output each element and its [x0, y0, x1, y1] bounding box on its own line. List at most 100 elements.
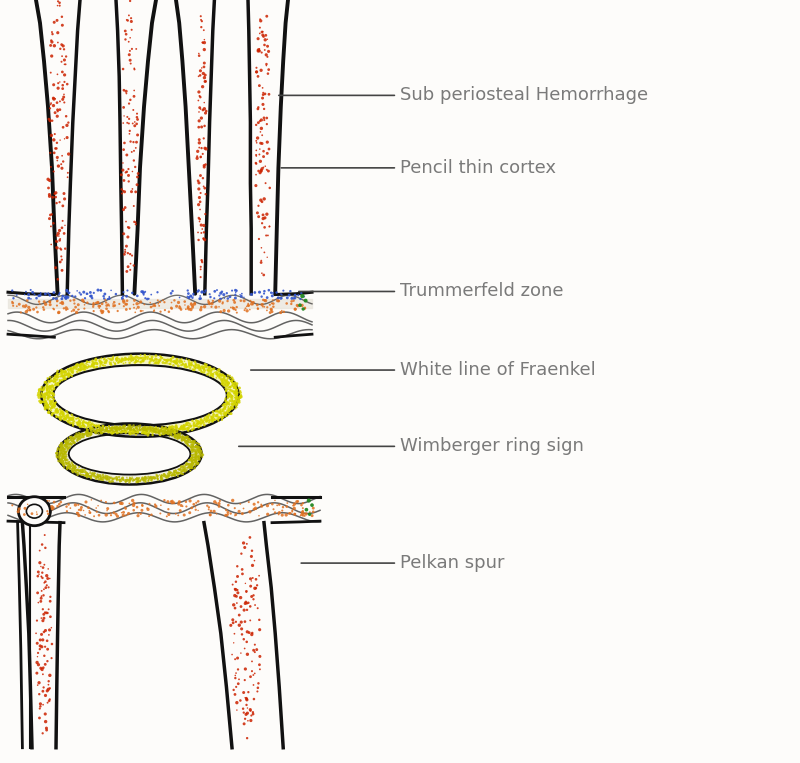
Point	[35, 628, 48, 640]
Point	[192, 421, 205, 433]
Point	[71, 463, 84, 475]
Point	[262, 230, 274, 242]
Point	[70, 464, 83, 476]
Point	[184, 465, 197, 477]
Point	[70, 427, 83, 439]
Point	[78, 428, 90, 440]
Point	[154, 429, 166, 441]
Point	[40, 722, 53, 734]
Point	[263, 182, 276, 194]
Point	[139, 292, 152, 304]
Point	[119, 425, 132, 437]
Point	[137, 285, 150, 298]
Point	[87, 468, 100, 481]
Point	[288, 502, 301, 514]
Point	[166, 302, 178, 314]
Point	[46, 28, 59, 40]
Point	[169, 429, 182, 441]
Point	[161, 355, 174, 367]
Point	[46, 407, 59, 419]
Point	[214, 372, 227, 385]
Point	[51, 407, 64, 419]
Point	[118, 227, 130, 240]
Point	[259, 295, 272, 307]
Point	[30, 656, 43, 668]
Point	[83, 471, 96, 483]
Point	[131, 475, 144, 488]
Point	[53, 411, 66, 423]
Point	[81, 467, 94, 479]
Point	[81, 430, 94, 442]
Point	[45, 387, 58, 399]
Point	[81, 288, 94, 300]
Point	[241, 732, 254, 744]
Point	[192, 446, 205, 458]
Point	[173, 300, 186, 312]
Point	[91, 469, 104, 481]
Point	[90, 471, 103, 483]
Point	[124, 426, 137, 438]
Point	[151, 470, 164, 482]
Point	[54, 456, 67, 468]
Point	[37, 562, 50, 574]
Point	[98, 471, 110, 483]
Point	[225, 385, 238, 397]
Point	[222, 388, 234, 401]
Point	[141, 425, 154, 437]
Point	[198, 301, 211, 313]
Point	[197, 362, 210, 375]
Point	[138, 285, 151, 298]
Point	[137, 425, 150, 437]
Point	[258, 288, 270, 300]
Point	[74, 420, 87, 433]
Point	[138, 424, 151, 436]
Point	[194, 446, 207, 458]
Point	[168, 465, 181, 477]
Point	[94, 425, 106, 437]
Point	[126, 494, 139, 507]
Point	[194, 151, 207, 163]
Point	[239, 597, 252, 610]
Point	[191, 285, 204, 298]
Point	[148, 357, 161, 369]
Point	[90, 354, 102, 366]
Point	[73, 430, 86, 443]
Point	[229, 381, 242, 393]
Point	[111, 510, 124, 523]
Point	[123, 423, 136, 436]
Point	[141, 502, 154, 514]
Point	[205, 364, 218, 376]
Point	[31, 570, 44, 582]
Point	[177, 468, 190, 480]
Point	[120, 215, 133, 227]
Point	[126, 471, 138, 483]
Point	[126, 24, 138, 36]
Point	[70, 466, 82, 478]
Point	[54, 449, 66, 461]
Point	[91, 297, 104, 309]
Point	[186, 363, 199, 375]
Point	[175, 465, 188, 478]
Point	[184, 420, 197, 433]
Point	[74, 465, 86, 477]
Point	[126, 43, 138, 55]
Point	[185, 453, 198, 465]
Point	[225, 301, 238, 314]
Point	[44, 595, 57, 607]
Point	[150, 427, 163, 439]
Point	[121, 474, 134, 486]
Point	[222, 390, 234, 402]
Point	[55, 56, 68, 68]
Point	[295, 287, 308, 299]
Point	[66, 413, 79, 425]
Point	[242, 496, 255, 508]
Point	[42, 399, 54, 411]
Point	[222, 391, 234, 404]
Point	[39, 393, 52, 405]
Point	[112, 353, 125, 365]
Point	[221, 374, 234, 386]
Point	[42, 378, 54, 390]
Point	[259, 177, 272, 189]
Point	[149, 356, 162, 369]
Point	[130, 136, 143, 148]
